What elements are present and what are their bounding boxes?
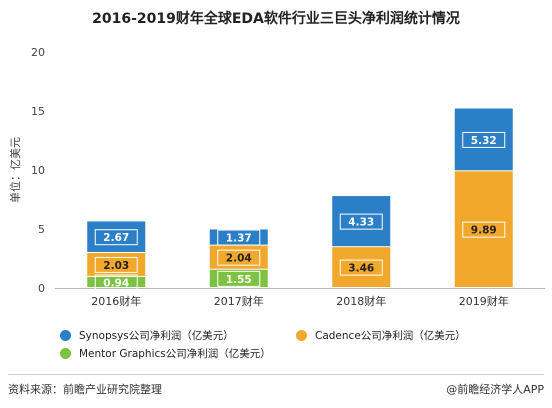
y-tick-label: 0	[38, 282, 45, 295]
source-note: 资料来源：前瞻产业研究院整理	[8, 383, 162, 396]
data-label: 0.94	[103, 277, 129, 289]
data-label: 1.37	[226, 233, 252, 245]
data-label: 4.33	[348, 217, 374, 229]
data-label: 1.55	[226, 274, 252, 286]
data-label: 2.03	[103, 260, 129, 272]
legend-swatch	[296, 330, 307, 341]
data-label: 5.32	[471, 135, 497, 147]
stacked-bar-chart: 0 5 10 15 20 单位：亿美元 2016财年 2017财年 2018财年 2019财年 0…	[8, 46, 545, 308]
legend-label: Synopsys公司净利润（亿美元）	[79, 330, 234, 342]
bar-segment	[87, 252, 146, 276]
data-label: 2.67	[103, 232, 129, 244]
data-label: 9.89	[471, 225, 497, 237]
data-label-box	[94, 256, 138, 273]
x-tick-label: 2016财年	[91, 294, 141, 308]
data-label-box	[462, 131, 506, 148]
data-label-box	[339, 213, 383, 230]
data-label: 3.46	[348, 263, 374, 275]
bars	[87, 108, 513, 287]
y-tick-label: 15	[31, 105, 45, 118]
legend-item: Synopsys公司净利润（亿美元）	[60, 328, 234, 343]
brand-credit: @前瞻经济学人APP	[446, 383, 544, 396]
bar-segment	[87, 276, 146, 287]
legend-item: Cadence公司净利润（亿美元）	[296, 328, 466, 343]
data-label-box	[339, 259, 383, 276]
legend-swatch	[60, 330, 71, 341]
x-tick-label: 2019财年	[459, 294, 509, 308]
data-label-box	[94, 229, 138, 246]
bar-segment	[87, 221, 146, 252]
legend-label: Cadence公司净利润（亿美元）	[315, 330, 466, 342]
bar-segment	[454, 171, 513, 287]
bar-segment	[332, 196, 391, 247]
data-label-box	[462, 221, 506, 238]
data-label-box	[217, 249, 261, 266]
axes: 0 5 10 15 20 单位：亿美元 2016财年 2017财年 2018财年 2019财年	[8, 46, 545, 308]
x-tick-label: 2017财年	[214, 294, 264, 308]
bar-segment	[332, 247, 391, 287]
data-label-box	[217, 229, 261, 246]
legend-label: Mentor Graphics公司净利润（亿美元）	[79, 348, 271, 360]
bar-segment	[454, 108, 513, 171]
bar-segment	[209, 245, 268, 269]
bar-segment	[209, 229, 268, 245]
chart-title: 2016-2019财年全球EDA软件行业三巨头净利润统计情况	[92, 11, 460, 27]
y-tick-label: 5	[38, 223, 45, 236]
y-tick-label: 20	[31, 46, 45, 59]
data-labels: 0.94 2.03 2.67 1.55 2.04 1.37 3.46 4.33 9.89 5.32	[94, 131, 506, 291]
x-tick-label: 2018财年	[336, 294, 386, 308]
bar-segment	[209, 269, 268, 287]
y-tick-label: 10	[31, 164, 45, 177]
footer-divider	[8, 374, 544, 375]
data-label-box	[94, 274, 138, 291]
data-label-box	[217, 270, 261, 287]
legend-item: Mentor Graphics公司净利润（亿美元）	[60, 346, 271, 361]
y-axis-title: 单位：亿美元	[8, 137, 22, 203]
data-label: 2.04	[226, 253, 252, 265]
legend-swatch	[60, 348, 71, 359]
